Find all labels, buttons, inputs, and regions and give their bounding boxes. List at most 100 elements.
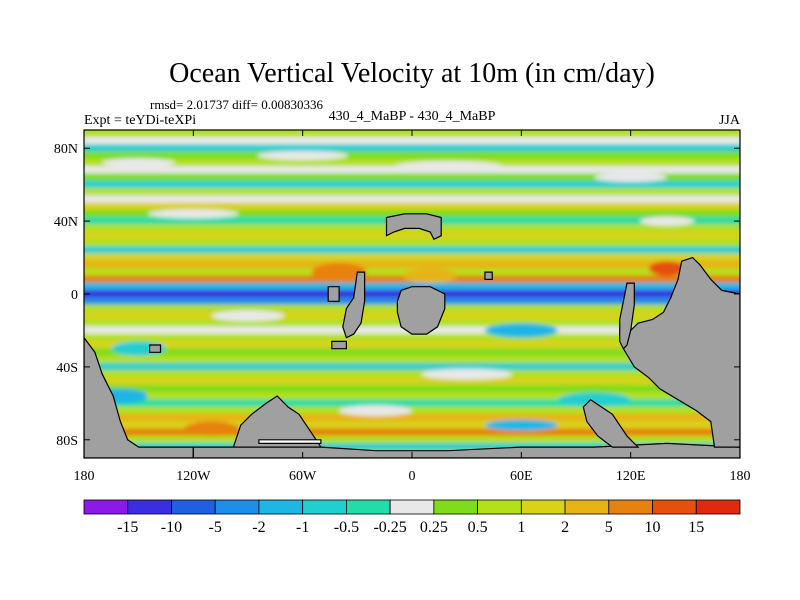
- colorbar-label-0: -15: [117, 519, 138, 536]
- colorbar-label-12: 10: [645, 519, 661, 536]
- field-patch-6: [311, 263, 367, 282]
- field-band-35: [84, 384, 740, 393]
- field-patch-8: [648, 261, 686, 276]
- field-band-7: [84, 180, 740, 189]
- left-label: Expt = teYDi-teXPi: [84, 113, 196, 128]
- land-west-strip: [342, 271, 366, 339]
- center-label: 430_4_MaBP - 430_4_MaBP: [329, 109, 496, 124]
- field-band-42: [84, 435, 740, 444]
- field-band-2: [84, 144, 740, 153]
- field-band-37: [84, 399, 740, 408]
- field-band-30: [84, 348, 740, 357]
- colorbar-box-11: [564, 499, 610, 515]
- colorbar-box-12: [608, 499, 653, 515]
- field-band-1: [84, 136, 740, 145]
- x-tick-label-0: 180: [74, 469, 95, 484]
- land-southern-peninsula: [582, 398, 640, 448]
- field-band-3: [84, 151, 740, 160]
- land-east-strip: [619, 282, 635, 350]
- chart-title: Ocean Vertical Velocity at 10m (in cm/da…: [169, 58, 655, 89]
- land-antarctic-east: [192, 442, 740, 458]
- field-patch-16: [184, 421, 239, 437]
- colorbar-box-5: [302, 499, 347, 515]
- field-patch-14: [557, 392, 631, 407]
- x-tick-label-5: 120E: [616, 469, 646, 484]
- colorbar-label-9: 1: [517, 519, 525, 536]
- land-island-s: [331, 340, 347, 350]
- colorbar-box-7: [389, 499, 435, 515]
- field-patch-9: [211, 310, 285, 322]
- field-band-9: [84, 195, 740, 204]
- field-band-36: [84, 392, 740, 401]
- field-patch-3: [594, 172, 668, 182]
- x-tick-label-4: 60E: [510, 469, 533, 484]
- colorbar-label-10: 2: [561, 519, 569, 536]
- field-band-28: [84, 333, 740, 342]
- x-tick-label-2: 60W: [289, 469, 317, 484]
- y-tick-label-4: 80S: [56, 434, 78, 449]
- field-band-33: [84, 370, 740, 379]
- colorbar-label-2: -5: [209, 519, 222, 536]
- land-north-block: [385, 213, 442, 241]
- stats-line: rmsd= 2.01737 diff= 0.00830336: [150, 97, 323, 112]
- colorbar-label-1: -10: [161, 519, 182, 536]
- field-band-10: [84, 202, 740, 211]
- land-mask: [84, 213, 740, 458]
- field-patch-7: [402, 268, 458, 284]
- colorbar-box-9: [477, 499, 522, 515]
- y-tick-label-1: 40N: [54, 215, 78, 230]
- field-band-41: [84, 428, 740, 437]
- colorbar-label-11: 5: [605, 519, 613, 536]
- x-tick-label-6: 180: [730, 469, 751, 484]
- y-axis: 80N 40N 0 40S 80S: [54, 142, 740, 449]
- land-islands-equator: [327, 286, 340, 302]
- field-band-29: [84, 341, 740, 350]
- y-tick-label-3: 40S: [56, 361, 78, 376]
- field-band-39: [84, 413, 740, 422]
- colorbar-box-3: [214, 499, 260, 515]
- y-tick-label-0: 80N: [54, 142, 78, 157]
- colorbar-box-1: [127, 499, 172, 515]
- field-patch-10: [484, 323, 558, 338]
- colorbar-label-4: -1: [296, 519, 309, 536]
- land-ice-bar: [258, 439, 322, 444]
- land-island-sw: [149, 344, 162, 353]
- field-band-6: [84, 173, 740, 182]
- field-band-18: [84, 260, 740, 269]
- field-patch-15: [339, 405, 412, 417]
- colorbar-box-6: [345, 499, 391, 515]
- field-band-17: [84, 253, 740, 262]
- colorbar-box-13: [652, 499, 697, 515]
- x-tick-label-1: 120W: [176, 469, 211, 484]
- colorbar-box-8: [433, 499, 479, 515]
- colorbar-label-13: 15: [688, 519, 704, 536]
- colorbar-box-14: [695, 499, 741, 515]
- colorbar-box-10: [520, 499, 566, 515]
- field-band-40: [84, 421, 740, 430]
- y-tick-label-2: 0: [71, 288, 78, 303]
- colorbar: -15 -10 -5 -2 -1 -0.5 -0.25 0.25 0.5 1 2 5 10 15: [83, 499, 741, 536]
- field-band-15: [84, 238, 740, 247]
- colorbar-label-3: -2: [252, 519, 265, 536]
- plot-area: [84, 130, 740, 458]
- colorbar-label-7: 0.25: [420, 519, 448, 536]
- colorbar-label-8: 0.5: [468, 519, 488, 536]
- land-island-ne: [484, 271, 493, 280]
- field-patch-4: [147, 209, 239, 219]
- field-patch-12: [421, 368, 513, 380]
- land-central-landmass: [396, 286, 446, 335]
- field-patch-1: [257, 150, 349, 161]
- field-band-38: [84, 406, 740, 415]
- right-label: JJA: [719, 113, 741, 128]
- colorbar-label-5: -0.5: [334, 519, 359, 536]
- field-patch-2: [393, 160, 504, 172]
- colorbar-label-6: -0.25: [373, 519, 406, 536]
- field-patch-0: [102, 158, 176, 168]
- field-band-31: [84, 355, 740, 364]
- field-band-34: [84, 377, 740, 386]
- land-australia-block: [622, 256, 740, 448]
- field-band-43: [84, 443, 740, 452]
- field-band-14: [84, 231, 740, 240]
- colorbar-box-0: [83, 499, 129, 515]
